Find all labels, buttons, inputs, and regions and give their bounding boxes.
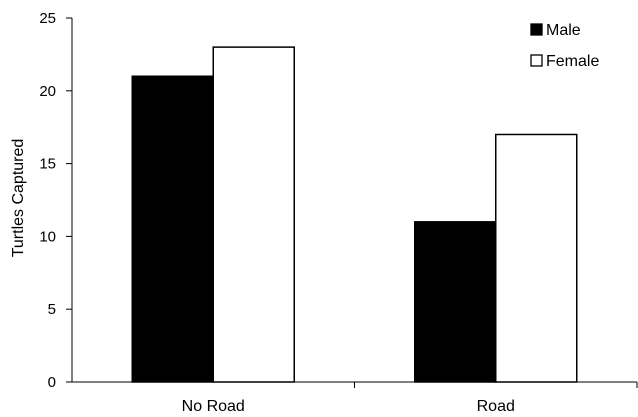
legend-swatch-male: [530, 23, 543, 36]
x-ticks-group: No Road Road: [182, 382, 638, 415]
y-tick-label: 10: [39, 228, 56, 245]
x-category-label: Road: [477, 398, 515, 415]
bar-female-road: [495, 133, 578, 383]
y-tick-label: 25: [39, 10, 56, 27]
y-ticks-group: 0 5 10 15 20 25: [39, 10, 72, 391]
legend-label-female: Female: [546, 53, 599, 70]
bar-female-no-road: [212, 46, 295, 383]
legend: Male Female: [530, 22, 599, 70]
y-tick-label: 20: [39, 83, 56, 100]
y-tick-label: 5: [48, 301, 56, 318]
legend-swatch-female: [530, 54, 543, 67]
bars-group: [131, 46, 578, 383]
y-tick-label: 0: [48, 374, 56, 391]
y-axis-label: Turtles Captured: [10, 139, 27, 258]
x-category-label: No Road: [182, 398, 245, 415]
legend-label-male: Male: [546, 22, 581, 39]
bar-male-no-road: [131, 75, 214, 383]
y-tick-label: 15: [39, 156, 56, 173]
bar-male-road: [414, 221, 497, 383]
